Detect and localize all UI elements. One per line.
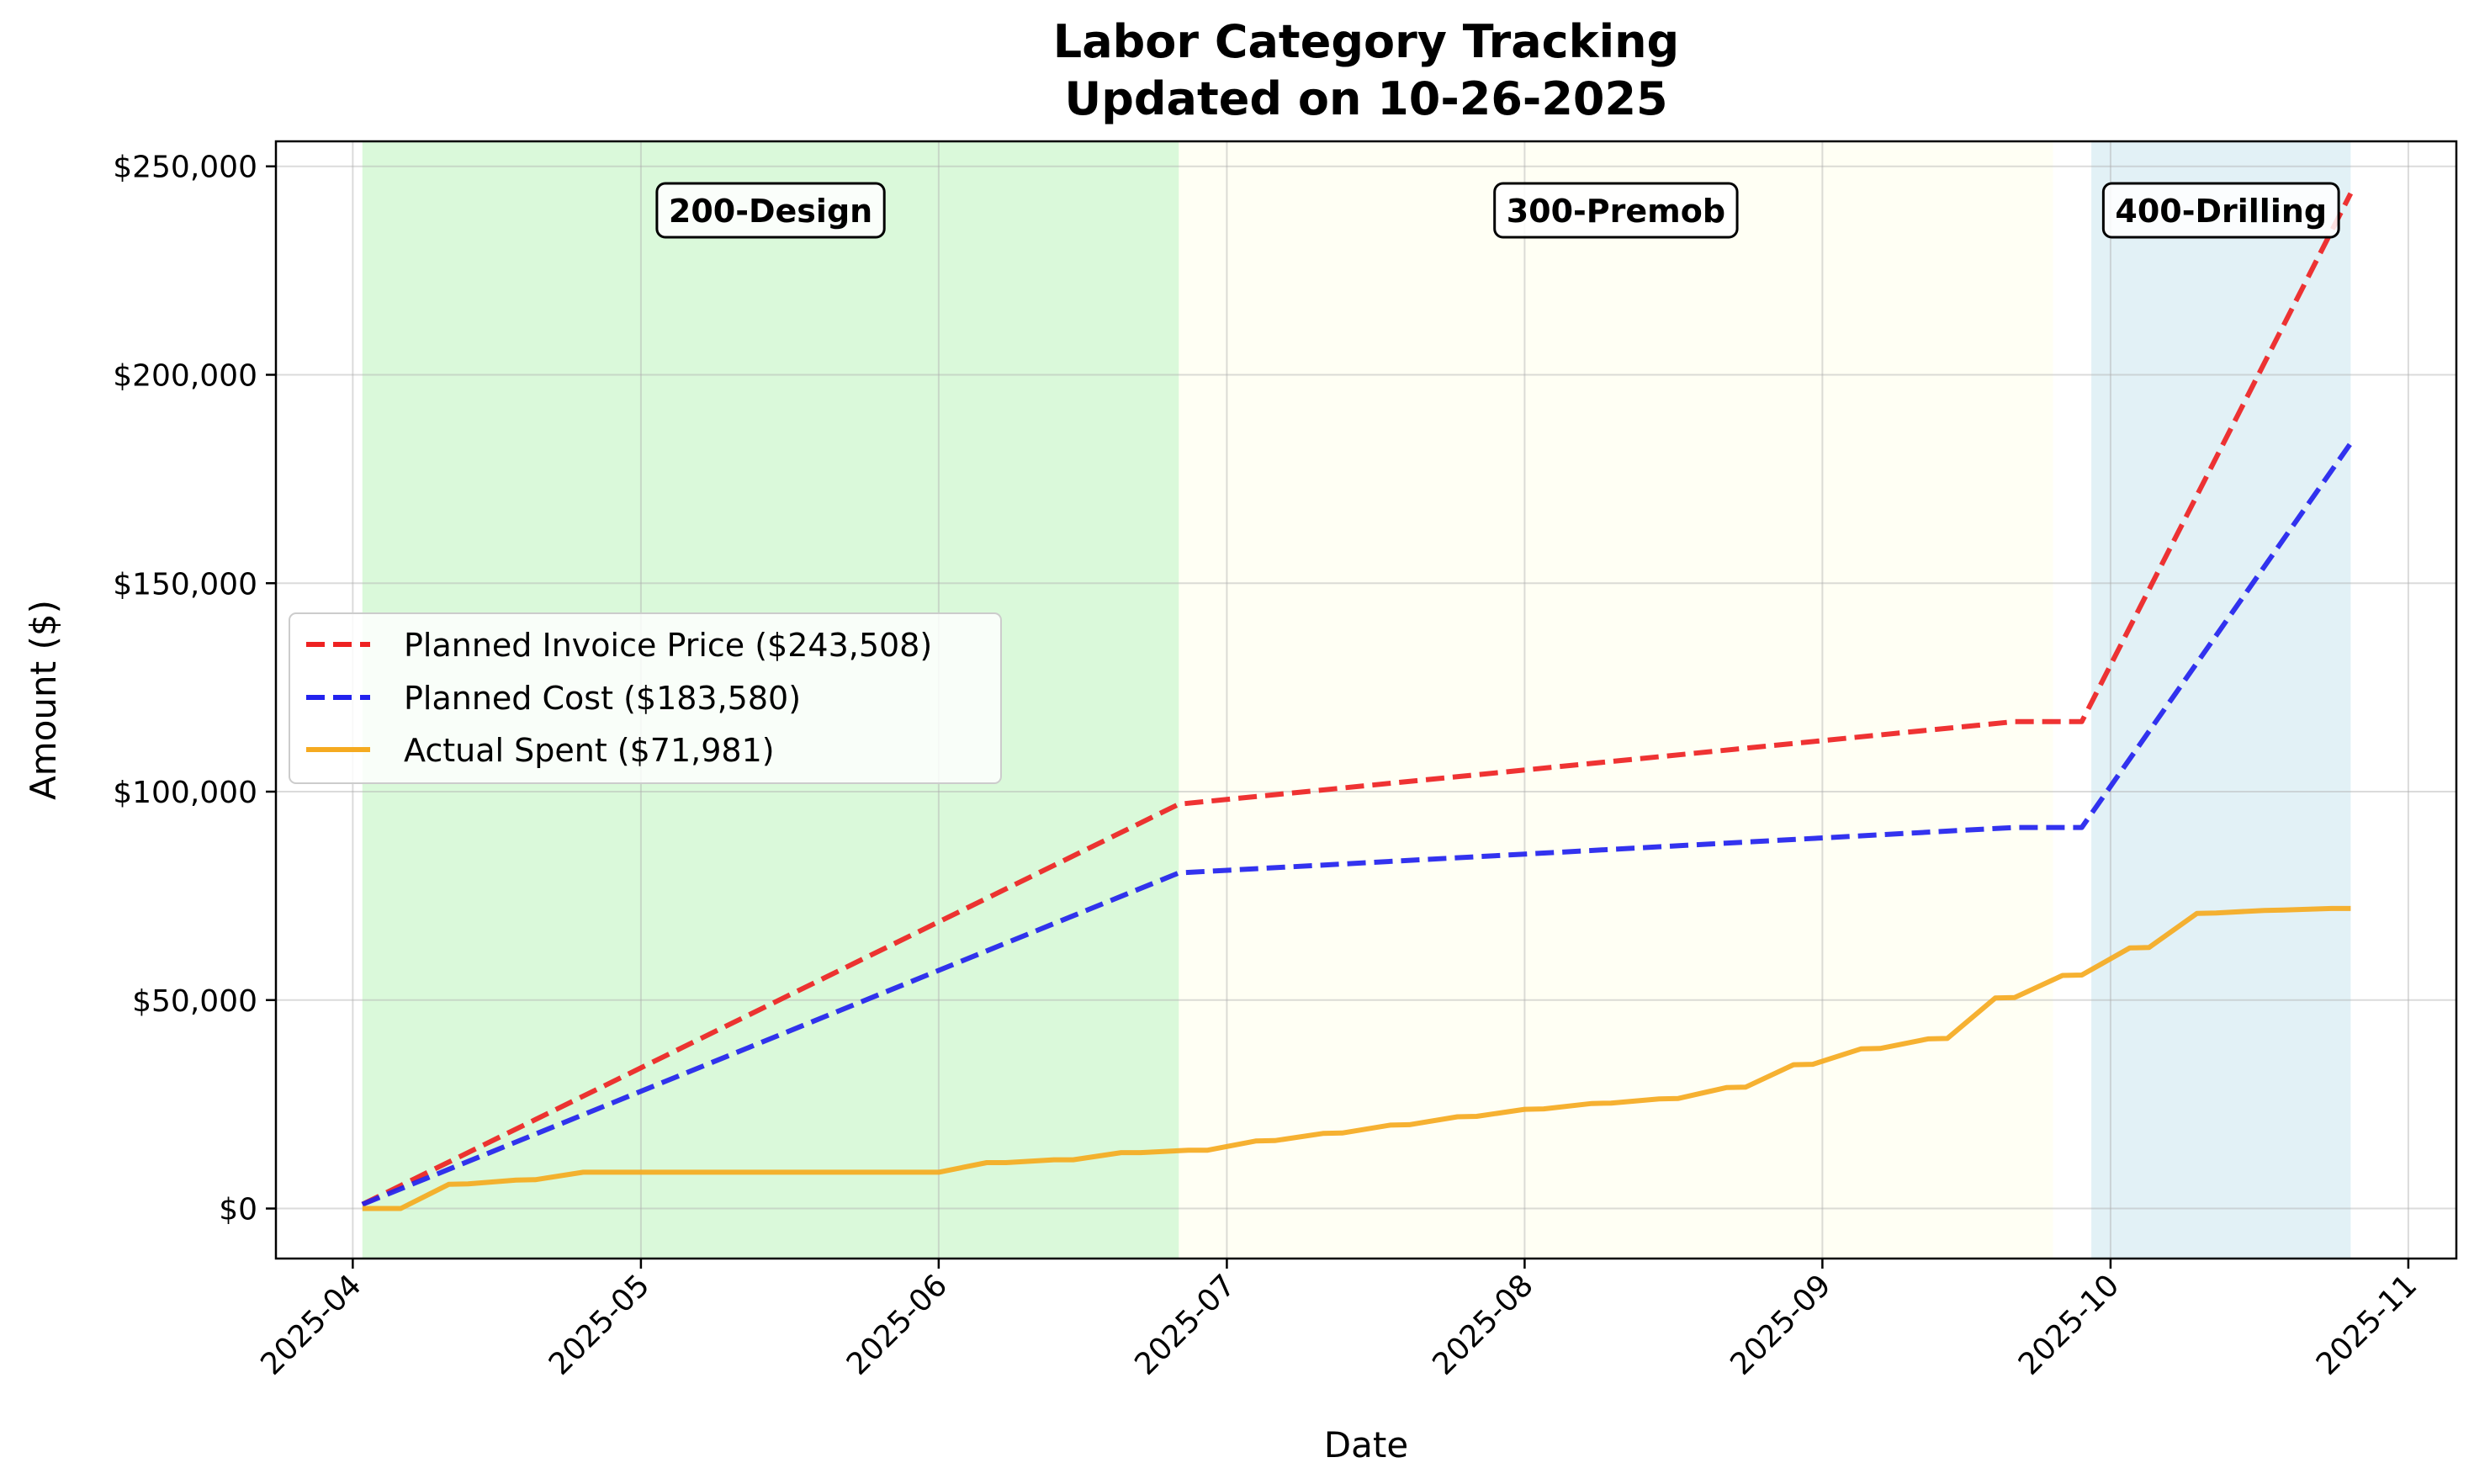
y-tick-label-200000: $200,000 <box>113 358 257 393</box>
actual-spent-line <box>362 905 2351 1211</box>
legend-box <box>289 612 1002 784</box>
phase-band-300-premob <box>1179 141 2053 1259</box>
phase-label-box <box>655 182 886 239</box>
y-tick-label-50000: $50,000 <box>132 984 257 1019</box>
planned-cost-line <box>361 442 2353 1207</box>
planned-invoice-line <box>361 192 2354 1207</box>
chart-title-line-2: Updated on 10-26-2025 <box>1064 72 1667 125</box>
chart-title-line-1: Labor Category Tracking <box>1053 15 1679 68</box>
phase-label-text: 300-Premob <box>1507 193 1725 230</box>
phase-labels: 200-Design 300-Premob 400-Drilling <box>655 182 2340 239</box>
phase-label-200-design: 200-Design <box>655 182 886 239</box>
phase-label-box <box>1493 182 1739 239</box>
legend-label-planned-invoice: Planned Invoice Price ($243,508) <box>404 627 932 664</box>
x-axis-label: Date <box>1324 1424 1408 1465</box>
phase-label-box <box>2101 182 2340 239</box>
y-tick-label-100000: $100,000 <box>113 776 257 810</box>
phase-label-300-premob: 300-Premob <box>1493 182 1739 239</box>
phase-label-400-drilling: 400-Drilling <box>2101 182 2340 239</box>
y-tick-label-150000: $150,000 <box>113 567 257 602</box>
series-lines <box>361 192 2354 1211</box>
phase-label-text: 400-Drilling <box>2115 193 2327 230</box>
legend-label-actual-spent: Actual Spent ($71,981) <box>404 732 775 769</box>
y-tick-label-250000: $250,000 <box>113 151 257 185</box>
phase-band-400-drilling <box>2091 141 2351 1259</box>
y-axis-label: Amount ($) <box>23 600 64 800</box>
phase-label-text: 200-Design <box>669 193 872 230</box>
plot-frame <box>274 140 2458 1260</box>
y-tick-label-0: $0 <box>219 1193 257 1227</box>
legend-label-planned-cost: Planned Cost ($183,580) <box>404 680 801 717</box>
legend: Planned Invoice Price ($243,508) Planned… <box>289 612 1002 784</box>
